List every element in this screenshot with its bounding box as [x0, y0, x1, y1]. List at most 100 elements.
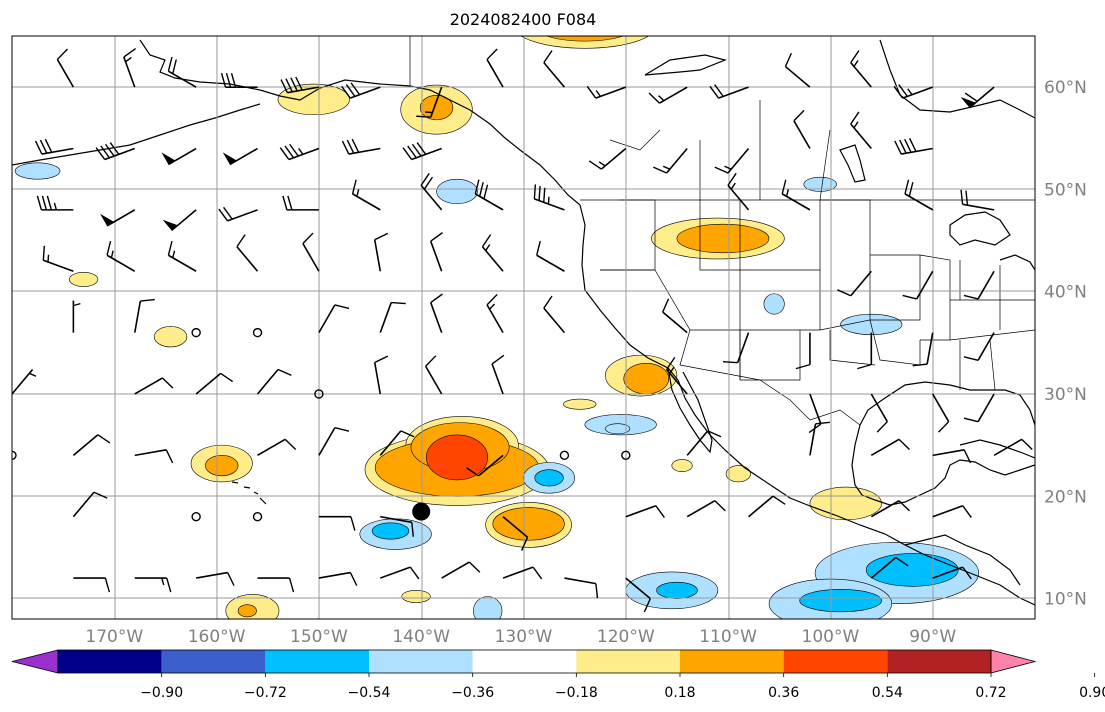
colorbar-segment	[887, 650, 991, 673]
wind-barb	[904, 179, 934, 211]
colorbar	[11, 649, 1037, 674]
omega-contour-mid	[492, 507, 565, 541]
omega-contour-low	[520, 36, 650, 49]
wind-barb	[662, 298, 688, 334]
wind-barb	[902, 270, 934, 300]
wind-barb	[474, 179, 504, 211]
wind-barb	[963, 332, 995, 362]
wind-barb	[486, 48, 504, 88]
colorbar-segment	[161, 650, 266, 673]
wind-barb	[12, 450, 17, 461]
omega-contour-low	[563, 398, 597, 410]
latitude-labels: 60°N 50°N 40°N 30°N 20°N 10°N	[1044, 78, 1087, 609]
alaska-coastline	[139, 39, 581, 206]
wind-barb	[429, 293, 443, 333]
west-coast	[579, 204, 1035, 606]
wind-barb	[257, 438, 297, 457]
wind-barb	[36, 195, 74, 211]
longitude-label: 100°W	[802, 627, 860, 647]
wind-barb	[318, 571, 358, 586]
wind-barb	[282, 195, 319, 211]
omega-contour-fields	[14, 36, 980, 619]
wind-barb	[912, 332, 934, 367]
lake-winnipeg	[839, 144, 866, 183]
central-america	[904, 534, 1021, 586]
omega-contour-low	[725, 465, 751, 483]
wind-barb	[491, 354, 505, 395]
colorbar-tick-label: 0.18	[664, 685, 695, 701]
colorbar-segment	[472, 650, 577, 673]
colorbar-tick-label: 0.36	[768, 685, 799, 701]
wind-barb	[380, 566, 420, 580]
wind-barb	[351, 179, 381, 211]
wind-barb	[870, 556, 909, 579]
wind-barb	[257, 577, 295, 593]
wind-barb	[625, 577, 651, 613]
wind-barb	[932, 566, 972, 580]
wind-barb	[162, 209, 197, 232]
wind-barb	[218, 206, 258, 222]
wind-barb	[960, 189, 995, 211]
wind-barb	[279, 143, 320, 161]
wind-barb	[870, 438, 910, 457]
omega-contour-mid	[237, 604, 257, 618]
longitude-label: 160°W	[188, 627, 246, 647]
wind-barb	[686, 500, 726, 518]
colorbar-extend-min	[11, 649, 59, 674]
wind-barb	[318, 426, 350, 456]
wind-barb	[73, 577, 111, 593]
cuba-coastline	[959, 439, 1035, 459]
wind-barb	[106, 240, 136, 272]
colorbar-tick-label: −0.18	[555, 685, 598, 701]
longitude-label: 170°W	[85, 627, 143, 647]
grid-lines	[12, 36, 1035, 619]
omega-contour-nmid	[865, 553, 959, 587]
omega-contour-mid	[623, 362, 670, 395]
colorbar-tick-label: 0.54	[872, 685, 903, 701]
wind-barb	[12, 86, 13, 88]
longitude-label: 140°W	[392, 627, 450, 647]
wind-barb	[380, 515, 414, 537]
wind-barb	[379, 430, 415, 456]
wind-barb	[784, 52, 811, 88]
omega-contour-mid	[676, 223, 770, 254]
wind-barb	[481, 234, 504, 272]
omega-contour-nlow	[473, 596, 503, 619]
wind-barb	[424, 355, 443, 395]
omega-contour-nlow	[436, 178, 478, 205]
wind-barb	[318, 515, 356, 531]
wind-barb	[134, 577, 172, 593]
wind-barb	[723, 332, 750, 364]
state-borders	[409, 36, 1035, 426]
longitude-label: 90°W	[909, 627, 956, 647]
omega-contour-nmid	[799, 589, 882, 613]
wind-barb	[220, 72, 258, 88]
great-lakes-2	[999, 254, 1035, 271]
wind-barb	[748, 495, 786, 518]
wind-barb	[196, 571, 235, 586]
wind-barb	[134, 449, 174, 464]
wind-barb	[466, 454, 504, 477]
omega-contour-nmid	[534, 469, 564, 487]
wind-barb	[72, 491, 108, 518]
wind-barb	[222, 147, 258, 166]
latitude-label: 20°N	[1044, 487, 1087, 507]
wind-barb	[191, 327, 201, 338]
wind-barbs	[12, 47, 1033, 613]
latitude-label: 50°N	[1044, 180, 1087, 200]
wind-barb	[420, 172, 443, 211]
great-slave-lake	[644, 54, 727, 76]
wind-barb	[648, 86, 688, 104]
omega-contour-nmid	[371, 522, 410, 540]
wind-barb	[318, 304, 350, 334]
colorbar-segment	[576, 650, 680, 673]
great-lakes	[949, 211, 1011, 246]
omega-contour-nlow	[605, 423, 631, 435]
wind-barb	[809, 421, 831, 456]
wind-barb	[302, 232, 320, 272]
wind-barb	[72, 434, 111, 456]
latitude-label: 30°N	[1044, 385, 1087, 405]
wind-barb	[870, 393, 889, 433]
wind-barb	[795, 332, 811, 370]
